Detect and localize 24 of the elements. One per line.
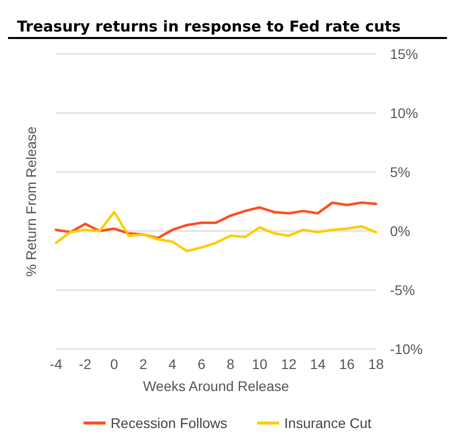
- line-series: [54, 210, 378, 252]
- y-tick-label: -10%: [390, 341, 423, 357]
- x-tick-label: -2: [78, 356, 92, 372]
- y-tick-label: 10%: [390, 105, 418, 121]
- x-tick-label: 6: [198, 356, 206, 372]
- legend-label: Recession Follows: [110, 415, 228, 431]
- y-tick-label: 0%: [390, 223, 410, 239]
- x-tick-label: 18: [368, 356, 384, 372]
- x-tick-label: 2: [139, 356, 148, 372]
- y-tick-label: 15%: [390, 46, 418, 62]
- x-tick-label: 16: [339, 356, 355, 372]
- y-axis-title: % Return From Release: [23, 126, 39, 277]
- x-tick-label: 8: [226, 356, 235, 372]
- x-tick-label: 0: [110, 356, 118, 372]
- x-tick-label: 10: [252, 356, 268, 372]
- x-tick-label: 14: [310, 356, 326, 372]
- x-tick-label: -4: [50, 356, 62, 372]
- x-tick-label: 4: [168, 356, 176, 372]
- y-tick-label: 5%: [390, 164, 410, 180]
- legend-label: Insurance Cut: [284, 415, 372, 431]
- y-tick-label: -5%: [390, 282, 415, 298]
- chart-title: Treasury returns in response to Fed rate cuts: [17, 18, 401, 36]
- x-tick-label: 12: [280, 356, 297, 372]
- x-axis-title: Weeks Around Release: [142, 378, 290, 394]
